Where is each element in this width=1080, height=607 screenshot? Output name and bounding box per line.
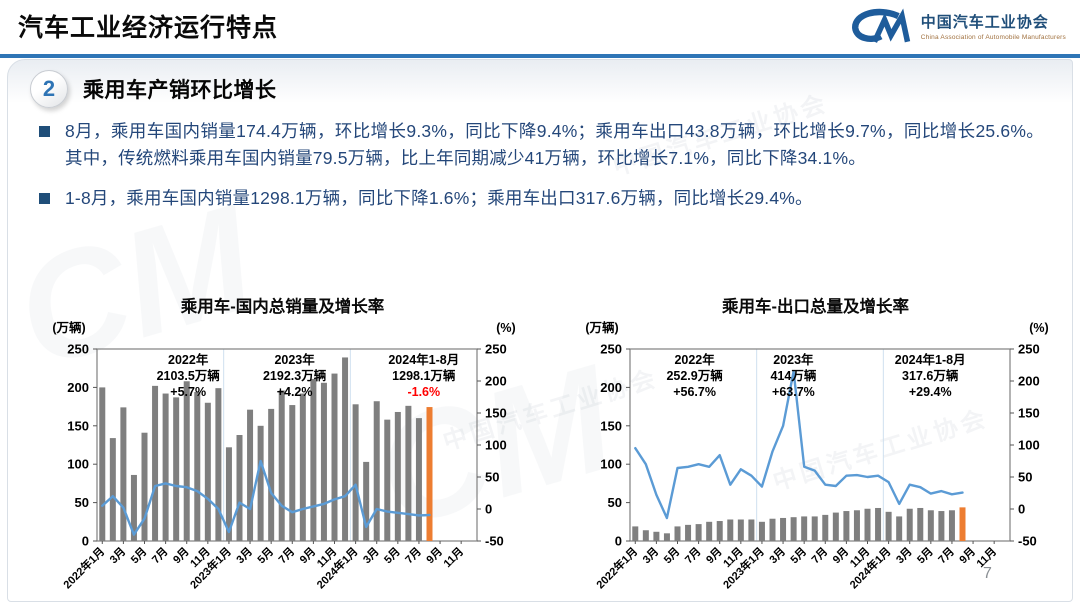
svg-text:50: 50 [608,495,622,510]
svg-text:5月: 5月 [914,545,935,566]
caam-logo: 中国汽车工业协会 China Association of Automobile… [847,8,1066,48]
bullet-square-icon [39,193,50,205]
svg-text:2192.3万辆: 2192.3万辆 [263,368,327,383]
exports-chart-svg: 0 50 100 150 200 250 -50 0 50 100 150 200 250 (万辆) (%)… [585,320,1048,591]
svg-text:5月: 5月 [661,545,682,566]
section-number-badge: 2 [30,70,68,108]
svg-text:(%): (%) [496,321,515,335]
svg-text:2022年1月: 2022年1月 [60,544,107,591]
svg-text:1298.1万辆: 1298.1万辆 [392,368,456,383]
svg-text:-1.6%: -1.6% [407,385,440,399]
svg-text:150: 150 [1018,406,1040,421]
bullet-square-icon [39,126,50,137]
logo-name-cn: 中国汽车工业协会 [920,14,1049,32]
svg-text:3月: 3月 [893,545,914,566]
svg-text:250: 250 [485,342,507,357]
svg-text:0: 0 [615,534,622,549]
svg-text:50: 50 [75,495,89,510]
chart-title: 乘用车-国内总销量及增长率 [180,298,385,316]
svg-text:2022年: 2022年 [674,352,715,367]
svg-text:200: 200 [485,374,507,389]
svg-text:252.9万辆: 252.9万辆 [666,368,723,383]
svg-text:200: 200 [600,380,622,395]
charts-row: 乘用车-国内总销量及增长率 0 50 100 150 200 250 -50 0 50 100 15… [16,293,1080,591]
svg-text:250: 250 [600,342,622,357]
svg-text:+4.2%: +4.2% [277,385,313,399]
chart-title: 乘用车-出口总量及增长率 [722,298,909,316]
svg-text:0: 0 [1018,502,1025,517]
svg-text:5月: 5月 [255,545,276,566]
svg-text:250: 250 [67,342,89,357]
bullet-list: 8月，乘用车国内销量174.4万辆，环比增长9.3%，同比下降9.4%；乘用车出… [39,118,1044,225]
svg-text:7月: 7月 [936,545,957,566]
svg-text:-50: -50 [485,534,504,549]
page-title: 汽车工业经济运行特点 [18,14,279,42]
svg-text:100: 100 [67,457,89,472]
svg-text:100: 100 [1018,438,1040,453]
svg-text:3月: 3月 [640,545,661,566]
svg-text:5月: 5月 [381,545,402,566]
svg-text:2023年: 2023年 [274,352,315,367]
svg-text:3月: 3月 [107,545,128,566]
svg-text:11月: 11月 [441,545,466,570]
svg-text:+5.7%: +5.7% [170,385,206,399]
chart-domestic-sales: 乘用车-国内总销量及增长率 0 50 100 150 200 250 -50 0 50 100 15… [25,293,540,591]
svg-text:-50: -50 [1018,534,1037,549]
bullet-text: 8月，乘用车国内销量174.4万辆，环比增长9.3%，同比下降9.4%；乘用车出… [65,121,1044,169]
svg-text:2024年1-8月: 2024年1-8月 [895,352,966,367]
svg-text:+56.7%: +56.7% [673,385,716,399]
svg-text:5月: 5月 [128,545,149,566]
svg-text:150: 150 [485,406,507,421]
svg-text:150: 150 [600,418,622,433]
svg-text:+63.7%: +63.7% [772,385,815,399]
cm-logo-icon [851,8,910,43]
logo-text: 中国汽车工业协会 China Association of Automobile… [921,15,1066,41]
svg-text:7月: 7月 [403,545,424,566]
svg-text:0: 0 [485,502,492,517]
svg-text:5月: 5月 [788,545,809,566]
domestic-sales-chart-svg: 0 50 100 150 200 250 -50 0 50 100 150 200 250 (万辆) (%)… [52,320,515,591]
chart-exports: 乘用车-出口总量及增长率 0 50 100 150 200 250 -50 0 50 100 150… [558,293,1073,591]
section-title: 乘用车产销环比增长 [83,79,277,102]
page-number: 7 [983,565,992,582]
svg-text:3月: 3月 [360,545,381,566]
svg-text:2103.5万辆: 2103.5万辆 [157,368,221,383]
svg-text:2022年: 2022年 [168,352,209,367]
svg-text:(%): (%) [1029,321,1048,335]
svg-text:100: 100 [485,438,507,453]
svg-text:50: 50 [485,470,499,485]
svg-text:+29.4%: +29.4% [909,385,952,399]
svg-text:3月: 3月 [234,545,255,566]
bullet-text: 1-8月，乘用车国内销量1298.1万辆，同比下降1.6%；乘用车出口317.6… [65,188,813,209]
svg-text:(万辆): (万辆) [52,320,85,335]
svg-text:100: 100 [600,457,622,472]
svg-text:0: 0 [82,534,89,549]
svg-text:7月: 7月 [682,545,703,566]
logo-name-en: China Association of Automobile Manufact… [920,33,1066,41]
svg-text:317.6万辆: 317.6万辆 [902,368,959,383]
content-panel: CM CM 中国汽车工业协会 中国汽车工业协会 中国汽车工业协会 2 乘用车产销… [0,59,1073,602]
svg-text:414万辆: 414万辆 [770,368,816,383]
svg-text:7月: 7月 [149,545,170,566]
svg-text:2024年1-8月: 2024年1-8月 [388,352,459,367]
svg-text:250: 250 [1018,342,1040,357]
bullet-item: 8月，乘用车国内销量174.4万辆，环比增长9.3%，同比下降9.4%；乘用车出… [39,118,1044,172]
svg-text:200: 200 [67,380,89,395]
section-header: 2 乘用车产销环比增长 [30,70,277,108]
svg-text:2022年1月: 2022年1月 [593,544,640,591]
svg-text:(万辆): (万辆) [585,320,618,335]
bullet-item: 1-8月，乘用车国内销量1298.1万辆，同比下降1.6%；乘用车出口317.6… [39,185,1044,212]
svg-text:3月: 3月 [767,545,788,566]
svg-text:7月: 7月 [809,545,830,566]
svg-text:150: 150 [67,418,89,433]
svg-text:7月: 7月 [276,545,297,566]
svg-text:50: 50 [1018,470,1032,485]
svg-text:2023年: 2023年 [773,352,814,367]
svg-text:200: 200 [1018,374,1040,389]
title-divider [0,54,1080,58]
